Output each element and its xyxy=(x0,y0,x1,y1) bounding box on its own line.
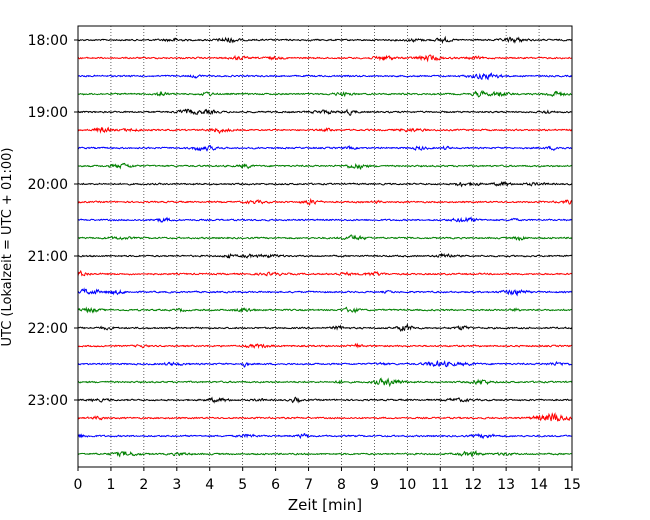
x-tick-label: 14 xyxy=(530,477,548,493)
x-tick-label: 1 xyxy=(106,477,115,493)
y-tick-label: 19:00 xyxy=(28,105,68,121)
x-axis-label: Zeit [min] xyxy=(288,496,362,514)
trace-line xyxy=(77,54,572,63)
y-tick-label: 18:00 xyxy=(28,33,68,49)
x-tick-label: 7 xyxy=(304,477,313,493)
x-tick-label: 12 xyxy=(464,477,482,493)
trace-line xyxy=(77,162,573,171)
x-axis-ticks: 0 1 2 3 4 5 6 7 8 9 10 11 12 13 14 15 xyxy=(74,467,581,493)
trace-line xyxy=(77,322,573,332)
trace-line xyxy=(77,377,573,388)
y-tick-label: 21:00 xyxy=(28,249,68,265)
x-tick-label: 11 xyxy=(431,477,449,493)
x-tick-label: 8 xyxy=(337,477,346,493)
x-tick-label: 13 xyxy=(497,477,515,493)
y-axis-label: UTC (Lokalzeit = UTC + 01:00) xyxy=(0,148,15,347)
seismic-traces xyxy=(77,35,573,458)
plot-frame xyxy=(77,25,573,468)
y-tick-label: 20:00 xyxy=(28,177,68,193)
trace-line xyxy=(77,269,573,277)
trace-line xyxy=(77,35,573,45)
x-tick-label: 3 xyxy=(172,477,181,493)
trace-line xyxy=(77,234,573,242)
x-tick-label: 4 xyxy=(205,477,214,493)
x-tick-label: 0 xyxy=(74,477,83,493)
trace-line xyxy=(77,126,573,135)
x-tick-label: 6 xyxy=(271,477,280,493)
y-tick-label: 22:00 xyxy=(28,321,68,337)
trace-line xyxy=(77,287,573,297)
trace-line xyxy=(77,342,573,350)
x-tick-label: 9 xyxy=(370,477,379,493)
trace-line xyxy=(77,72,573,81)
trace-line xyxy=(77,306,573,314)
trace-line xyxy=(77,216,573,223)
x-tick-label: 15 xyxy=(563,477,581,493)
trace-line xyxy=(77,144,573,152)
trace-line xyxy=(77,197,573,206)
x-tick-label: 2 xyxy=(139,477,148,493)
trace-line xyxy=(77,89,573,98)
trace-line xyxy=(77,180,573,188)
trace-line xyxy=(77,108,573,116)
x-tick-label: 10 xyxy=(398,477,416,493)
y-tick-label: 23:00 xyxy=(28,393,68,409)
trace-line xyxy=(77,360,573,368)
trace-line xyxy=(77,396,573,404)
x-tick-label: 5 xyxy=(238,477,247,493)
trace-line xyxy=(77,252,573,259)
trace-line xyxy=(77,412,573,422)
y-axis-ticks: 18:00 19:00 20:00 21:00 22:00 23:00 xyxy=(28,33,78,409)
trace-line xyxy=(77,450,573,458)
trace-line xyxy=(77,432,573,440)
